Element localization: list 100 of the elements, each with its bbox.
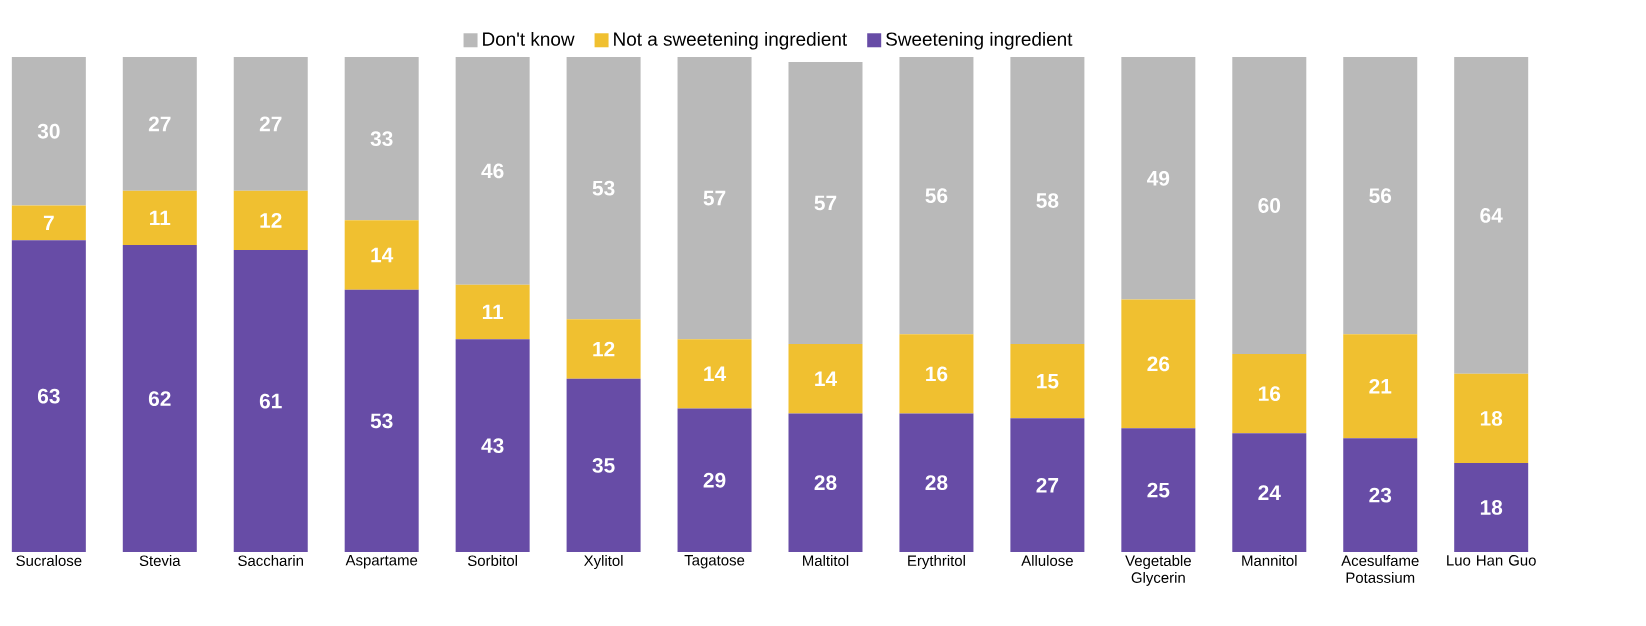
data-label: 57	[703, 190, 726, 206]
x-tick-label: Acesulfame Potassium	[1341, 555, 1419, 583]
data-label: 28	[925, 475, 948, 491]
data-label: 25	[1147, 482, 1170, 498]
data-label: 46	[481, 163, 504, 179]
bar	[788, 344, 863, 414]
bar	[455, 284, 530, 340]
bar	[233, 190, 308, 251]
bar	[899, 413, 974, 552]
bar	[1010, 57, 1085, 345]
bar	[899, 334, 974, 414]
bar	[233, 250, 308, 552]
bar	[1454, 373, 1529, 463]
data-label: 11	[150, 210, 171, 226]
bar	[566, 378, 641, 552]
bar	[1010, 418, 1085, 552]
bar	[455, 339, 530, 552]
bar	[1121, 428, 1196, 552]
data-label: 35	[592, 457, 615, 473]
data-label: 63	[37, 388, 60, 404]
bar	[1121, 57, 1196, 300]
x-tick-label: Vegetable Glycerin	[1125, 555, 1191, 586]
bar	[455, 57, 530, 285]
data-label: 14	[815, 371, 837, 386]
bar	[899, 57, 974, 335]
legend-label: Not a sweetening ingredient	[614, 31, 848, 50]
bar	[1454, 462, 1529, 552]
x-tick-label: Maltitol	[803, 555, 849, 567]
bar	[788, 61, 863, 345]
data-label: 43	[481, 438, 504, 454]
bar	[1343, 57, 1418, 335]
data-label: 15	[1037, 373, 1059, 389]
data-label: 53	[370, 413, 393, 429]
data-label: 7	[43, 215, 54, 231]
bar	[344, 220, 419, 290]
bar	[233, 57, 308, 191]
data-label: 16	[926, 366, 948, 382]
data-label: 23	[1369, 487, 1392, 503]
data-label: 56	[925, 188, 948, 204]
bar	[11, 57, 86, 206]
bar	[677, 57, 752, 340]
data-label: 12	[593, 341, 615, 357]
bar	[1232, 57, 1307, 354]
bar	[566, 57, 641, 320]
bar	[1232, 354, 1307, 434]
legend-label: Sweetening ingredient	[886, 31, 1073, 50]
x-tick-label: Mannitol	[1242, 555, 1297, 567]
bar	[122, 245, 197, 552]
x-tick-label: Tagatose	[684, 555, 745, 569]
data-label: 29	[703, 472, 726, 488]
data-label: 28	[814, 475, 837, 491]
x-tick-label: Aspartame	[345, 555, 418, 569]
data-label: 58	[1036, 193, 1059, 208]
data-label: 61	[259, 393, 282, 409]
data-label: 33	[370, 131, 393, 147]
data-label: 27	[259, 116, 282, 132]
bar	[344, 289, 419, 552]
bar	[11, 240, 86, 552]
data-label: 49	[1147, 170, 1170, 186]
data-label: 57	[814, 195, 837, 211]
bar	[1343, 334, 1418, 439]
bar	[566, 319, 641, 379]
bar	[122, 57, 197, 191]
x-tick-label: Sorbitol	[468, 555, 517, 567]
x-tick-label: Stevia	[139, 555, 181, 567]
data-label: 27	[148, 116, 171, 132]
data-label: 12	[260, 213, 282, 228]
data-label: 11	[482, 304, 504, 320]
data-label: 27	[1036, 477, 1059, 493]
data-label: 18	[1480, 410, 1503, 426]
data-label: 14	[371, 247, 394, 263]
bar	[1343, 438, 1418, 552]
x-tick-label: Saccharin	[238, 555, 303, 567]
bar	[344, 57, 419, 221]
legend-label: Don't know	[483, 31, 575, 46]
data-label: 62	[148, 391, 171, 406]
x-tick-label: Sucralose	[16, 555, 82, 567]
data-label: 26	[1147, 356, 1170, 372]
bar	[1121, 299, 1196, 429]
data-label: 21	[1369, 378, 1392, 394]
data-label: 16	[1258, 386, 1281, 402]
data-label: 14	[704, 366, 727, 381]
data-label: 53	[592, 180, 615, 196]
x-tick-label: Erythritol	[908, 555, 965, 569]
data-label: 60	[1258, 198, 1281, 213]
data-label: 18	[1480, 500, 1503, 515]
bar	[11, 205, 86, 241]
x-tick-label: Xylitol	[584, 555, 623, 569]
data-label: 56	[1369, 188, 1392, 204]
x-tick-label: Allulose	[1021, 555, 1073, 567]
bar	[1454, 57, 1529, 374]
data-label: 30	[37, 123, 60, 139]
bar	[788, 413, 863, 552]
bar	[677, 408, 752, 552]
bar	[1232, 433, 1307, 552]
x-tick-label: Luo Han Guo	[1447, 555, 1536, 566]
bar	[677, 339, 752, 409]
data-label: 64	[1480, 208, 1503, 223]
bar	[1010, 344, 1085, 419]
data-label: 24	[1258, 485, 1281, 500]
